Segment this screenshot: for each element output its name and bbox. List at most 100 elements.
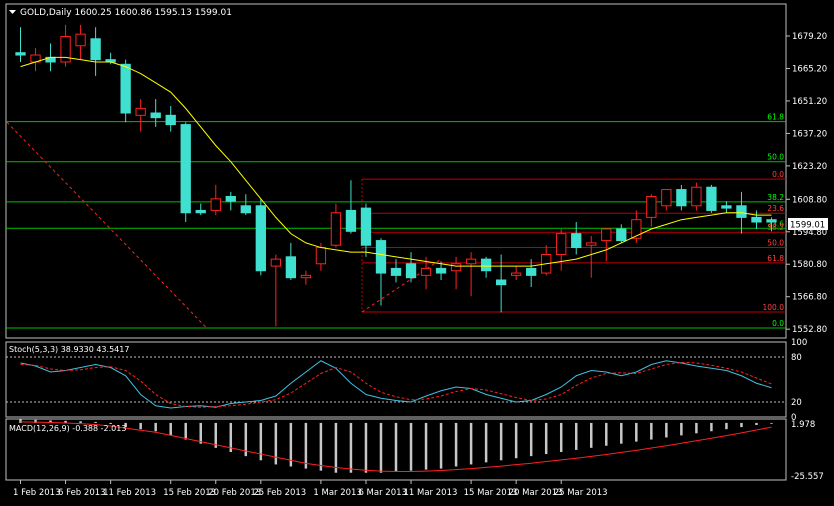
- candle-body: [315, 247, 327, 265]
- green-fib-label: 61.8: [767, 113, 784, 122]
- price-panel-frame: [5, 3, 787, 339]
- time-tick-label: 6 Mar 2013: [358, 488, 406, 498]
- stoch-tick-label: 0: [791, 413, 796, 423]
- candle-body: [751, 216, 762, 223]
- time-tick-label: 25 Mar 2013: [554, 488, 608, 498]
- time-tick-label: 6 Feb 2013: [58, 488, 106, 498]
- current-price-badge: [788, 218, 828, 230]
- candle-body: [571, 233, 582, 249]
- green-fib-label: 38.2: [767, 193, 784, 202]
- candle-body: [420, 267, 432, 276]
- green-fib-label: 23.6: [767, 219, 784, 228]
- candle-body: [465, 258, 477, 265]
- time-tick-label: 11 Mar 2013: [404, 488, 458, 498]
- time-tick-label: 20 Feb 2013: [208, 488, 261, 498]
- candle-body: [721, 205, 732, 209]
- candle-body: [15, 52, 26, 56]
- candle-body: [375, 240, 387, 274]
- price-tick-label: 1580.80: [792, 260, 827, 270]
- candle-body: [225, 196, 236, 202]
- candle-body: [270, 258, 281, 267]
- candle-body: [255, 205, 266, 272]
- time-tick-label: 15 Mar 2013: [464, 488, 518, 498]
- candle-body: [150, 112, 161, 119]
- candle-body: [240, 205, 251, 214]
- candle-body: [450, 263, 462, 272]
- macd-tick-label: -25.557: [791, 472, 824, 482]
- price-tick-label: 1566.80: [792, 293, 827, 303]
- candle-body: [556, 233, 567, 255]
- current-price-label: 1599.01: [790, 221, 825, 231]
- candle-body: [330, 212, 342, 246]
- price-tick-label: 1679.20: [792, 32, 827, 42]
- candle-body: [511, 272, 522, 276]
- candle-body: [195, 209, 206, 214]
- time-tick-label: 20 Mar 2013: [509, 488, 563, 498]
- red-fib-label: 23.6: [767, 204, 784, 213]
- red-fib-label: 61.8: [767, 254, 784, 263]
- stoch-tick-label: 100: [791, 338, 807, 348]
- red-fib-label: 50.0: [767, 239, 784, 248]
- green-fib-label: 50.0: [767, 153, 784, 162]
- candle-body: [706, 186, 717, 211]
- candle-body: [631, 219, 642, 239]
- candle-body: [435, 267, 447, 274]
- red-fib-label: 100.0: [763, 303, 785, 312]
- candle-body: [180, 124, 191, 214]
- stoch-header: Stoch(5,3,3) 38.9330 43.5417: [9, 345, 129, 354]
- candle-body: [210, 198, 221, 211]
- chart-menu-triangle-icon[interactable]: [9, 10, 16, 14]
- time-tick-label: 15 Feb 2013: [163, 488, 216, 498]
- price-tick-label: 1594.80: [792, 228, 827, 238]
- ma-line: [20, 56, 772, 267]
- main-header: GOLD,Daily 1600.25 1600.86 1595.13 1599.…: [20, 8, 232, 18]
- candle-body: [646, 196, 657, 218]
- stoch-panel-frame: [5, 341, 787, 418]
- candle-body: [766, 219, 777, 223]
- candle-body: [75, 33, 86, 47]
- stoch-tick-label: 80: [791, 353, 802, 363]
- price-tick-label: 1651.20: [792, 97, 827, 107]
- candle-body: [736, 205, 747, 218]
- time-tick-label: 1 Feb 2013: [13, 488, 61, 498]
- candle-body: [285, 256, 297, 279]
- red-fib-label: 0.0: [772, 170, 784, 179]
- candle-body: [135, 107, 146, 116]
- moving-average: [20, 56, 772, 267]
- price-tick-label: 1552.80: [792, 325, 827, 335]
- candle-body: [360, 207, 372, 246]
- candle-body: [586, 242, 597, 246]
- green-fib-label: 0.0: [772, 319, 784, 328]
- candle-body: [676, 189, 687, 207]
- candle-body: [601, 228, 612, 242]
- macd-header: MACD(12,26,9) -0.388 -2.013: [9, 424, 126, 433]
- candle-body: [661, 189, 672, 207]
- candle-body: [480, 258, 492, 272]
- price-tick-label: 1665.20: [792, 64, 827, 74]
- candle-body: [616, 228, 627, 242]
- price-axis: 1679.20 1665.20 1651.20 1637.20 1623.20 1608.…: [786, 32, 827, 335]
- stoch-tick-label: 20: [791, 398, 802, 408]
- candle-body: [526, 267, 537, 276]
- candle-body: [300, 274, 312, 279]
- candle-body: [120, 63, 131, 114]
- chart-frames: [5, 3, 787, 481]
- time-tick-label: 1 Mar 2013: [313, 488, 361, 498]
- price-tick-label: 1637.20: [792, 129, 827, 139]
- candle-body: [90, 38, 101, 61]
- candle-body: [165, 114, 176, 126]
- candle-body: [345, 209, 357, 232]
- candle-body: [495, 279, 507, 286]
- time-tick-label: 11 Feb 2013: [103, 488, 156, 498]
- stoch-signal-line: [20, 361, 772, 408]
- fib-levels: 61.850.038.223.60.00.023.638.250.061.810…: [6, 113, 786, 329]
- candles: [15, 24, 777, 327]
- price-tick-label: 1623.20: [792, 162, 827, 172]
- macd-signal-line: [20, 421, 772, 472]
- macd-tick-label: 1.978: [791, 420, 815, 430]
- candle-body: [691, 186, 702, 207]
- candle-body: [390, 267, 402, 276]
